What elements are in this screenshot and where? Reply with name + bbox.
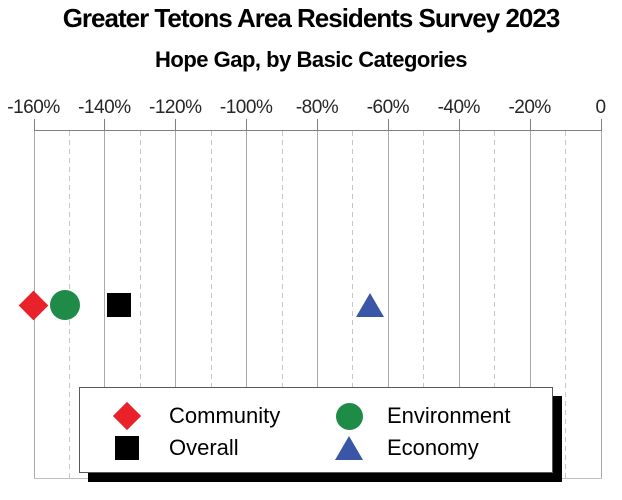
community-diamond-marker	[18, 290, 49, 320]
axis-tick-mark	[387, 119, 389, 131]
bottom-border-line	[34, 478, 602, 479]
legend-label-community: Community	[169, 403, 281, 428]
axis-tick-label: -140%	[78, 97, 131, 118]
axis-tick-label: -60%	[366, 97, 410, 118]
triangle-icon	[335, 436, 363, 460]
minor-gridline-dashed	[494, 131, 496, 478]
minor-gridline-dashed	[352, 131, 354, 478]
overall-square-marker	[106, 293, 131, 317]
legend-label-economy: Economy	[387, 435, 479, 460]
axis-tick-mark	[529, 119, 531, 131]
environment-circle-marker	[50, 290, 81, 320]
chart-subtitle: Hope Gap, by Basic Categories	[155, 47, 467, 72]
axis-tick-label: 0	[595, 97, 606, 118]
major-gridline	[458, 131, 460, 478]
legend-label-overall: Overall	[169, 435, 239, 460]
major-gridline	[387, 131, 389, 478]
axis-tick-mark	[246, 119, 248, 131]
axis-tick-label: -80%	[295, 97, 339, 118]
axis-tick-label: -20%	[508, 97, 551, 118]
minor-gridline-dashed	[423, 131, 425, 478]
axis-tick-label: -40%	[437, 97, 481, 118]
axis-tick-label: -100%	[219, 97, 273, 118]
axis-tick-mark	[175, 119, 177, 131]
axis-tick-mark	[600, 119, 602, 131]
axis-tick-mark	[104, 119, 106, 131]
minor-gridline-dashed	[210, 131, 212, 478]
axis-tick-mark	[33, 119, 35, 131]
minor-gridline-dashed	[139, 131, 141, 478]
legend-box: Community Environment Overall Economy	[79, 387, 553, 473]
chart-title: Greater Tetons Area Residents Survey 202…	[62, 3, 561, 33]
axis-tick-mark	[317, 119, 318, 131]
minor-gridline-dashed	[565, 131, 567, 478]
diamond-icon	[112, 401, 142, 431]
minor-gridline-dashed	[281, 131, 283, 478]
circle-icon	[335, 402, 363, 430]
major-gridline	[175, 131, 177, 478]
major-gridline	[104, 131, 106, 478]
major-gridline	[317, 131, 318, 478]
economy-triangle-marker	[356, 293, 385, 317]
major-gridline	[246, 131, 248, 478]
square-icon	[115, 436, 139, 460]
major-gridline	[529, 131, 531, 478]
major-gridline	[600, 131, 602, 478]
axis-tick-label: -160%	[7, 97, 60, 118]
axis-tick-mark	[458, 119, 460, 131]
legend-label-environment: Environment	[387, 403, 511, 428]
axis-tick-label: -120%	[149, 97, 202, 118]
